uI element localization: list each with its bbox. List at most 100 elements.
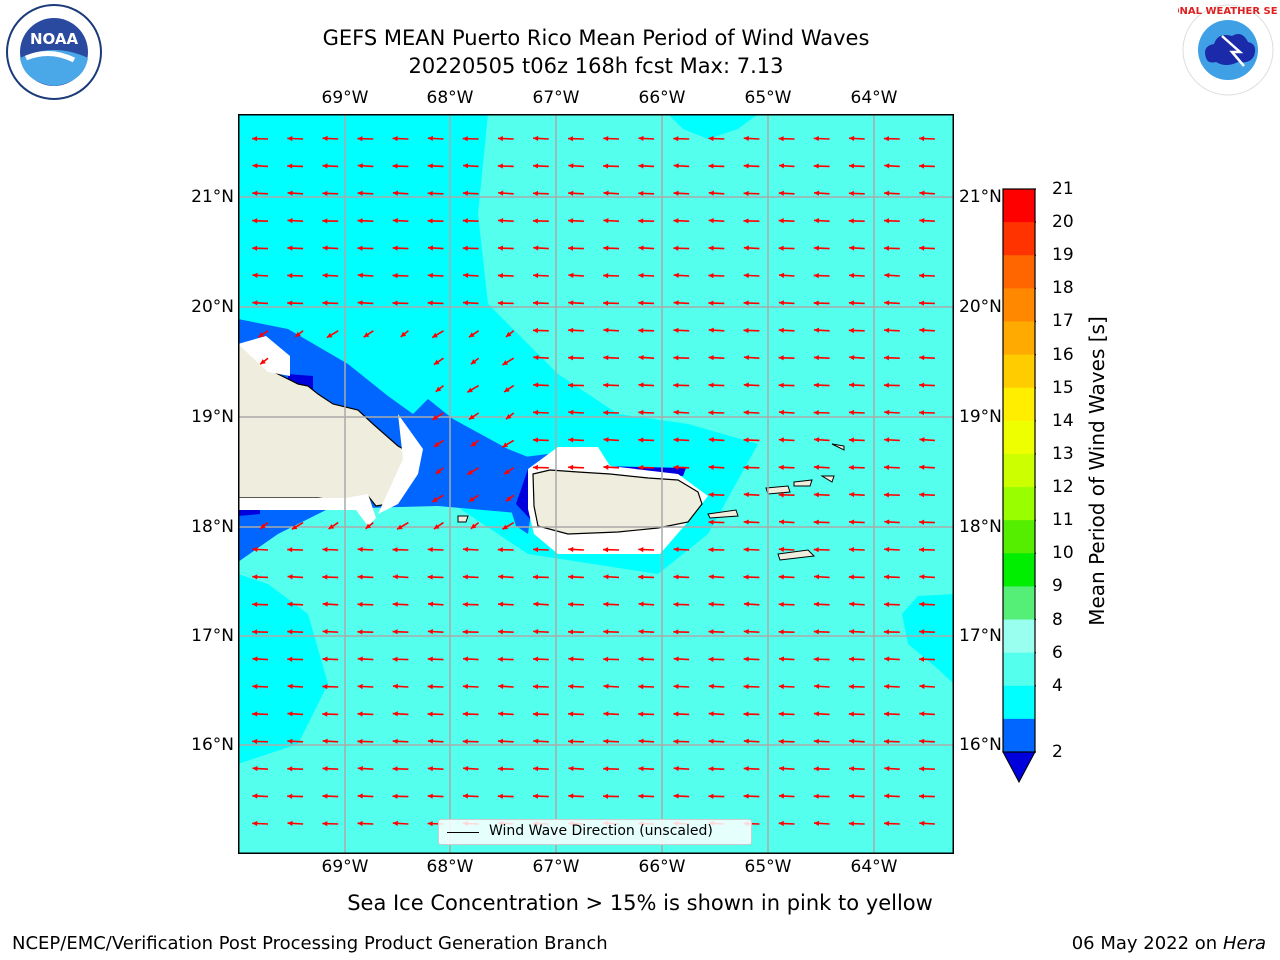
wind-wave-arrow-head: [813, 218, 820, 224]
wind-wave-arrow-head: [603, 464, 609, 470]
wind-wave-arrow-head: [287, 793, 293, 799]
wind-wave-arrow-head: [603, 766, 609, 772]
wind-wave-arrow-head: [778, 793, 784, 799]
wind-wave-arrow-head: [462, 738, 468, 745]
wind-wave-arrow-head: [883, 711, 890, 717]
lon-label-top: 66°W: [638, 88, 686, 108]
wind-wave-arrow-head: [252, 218, 258, 224]
wind-wave-arrow-head: [919, 711, 925, 717]
wind-wave-direction-arrows: [252, 135, 935, 827]
wind-wave-arrow-head: [919, 492, 925, 498]
wind-wave-arrow-head: [708, 437, 714, 443]
wind-wave-arrow-head: [505, 413, 512, 420]
wind-wave-arrow-head: [708, 601, 714, 607]
wind-wave-arrow-head: [427, 793, 433, 799]
wind-wave-arrow-head: [848, 300, 854, 306]
wind-wave-arrow-head: [322, 684, 328, 690]
wind-wave-arrow-head: [252, 738, 258, 745]
colorbar-tick-label: 9: [1052, 576, 1063, 597]
wind-wave-arrow-head: [638, 738, 644, 744]
wind-wave-arrow-head: [884, 574, 890, 580]
wind-wave-arrow-head: [813, 519, 819, 525]
colorbar-tick-label: 21: [1052, 179, 1074, 199]
wind-wave-arrow-head: [357, 163, 363, 169]
wind-wave-arrow-head: [497, 300, 503, 306]
lon-label-bottom: 65°W: [744, 857, 792, 877]
wind-wave-arrow-head: [638, 437, 644, 443]
wind-wave-arrow-head: [252, 272, 258, 278]
wind-wave-arrow-head: [743, 574, 749, 580]
wind-wave-arrow-head: [568, 163, 574, 169]
wind-wave-arrow-head: [638, 300, 644, 306]
wind-wave-arrow-head: [400, 331, 407, 337]
wind-wave-arrow-head: [743, 464, 749, 471]
wind-wave-arrow-head: [532, 464, 538, 471]
wind-wave-arrow-head: [919, 464, 925, 470]
wind-wave-arrow-head: [814, 820, 820, 826]
wind-wave-arrow-head: [462, 711, 468, 717]
wind-wave-arrow-head: [603, 327, 609, 333]
wind-wave-arrow-head: [568, 245, 574, 251]
wind-wave-arrow-head: [322, 738, 328, 744]
wind-wave-arrow-head: [568, 272, 574, 278]
wind-wave-arrow-head: [505, 331, 512, 337]
wind-wave-arrow-head: [532, 190, 539, 197]
wind-wave-arrow-head: [532, 574, 538, 580]
wind-wave-arrow-head: [287, 683, 293, 689]
lat-label-left: 17°N: [191, 626, 234, 646]
wind-wave-arrow-head: [392, 273, 398, 279]
wind-wave-arrow-head: [849, 135, 855, 142]
wind-wave-arrow-head: [533, 382, 539, 388]
wind-wave-arrow-head: [743, 300, 749, 306]
wind-wave-arrow-head: [673, 656, 679, 662]
wind-wave-arrow-head: [638, 793, 644, 799]
wind-wave-arrow-head: [708, 218, 714, 224]
wind-wave-arrow-head: [252, 546, 258, 553]
wind-wave-arrow-head: [848, 519, 855, 525]
wind-wave-arrow-head: [567, 382, 574, 388]
wind-wave-arrow-head: [568, 601, 574, 608]
wind-wave-arrow-head: [848, 711, 854, 717]
colorbar-tick-label: 10: [1052, 543, 1074, 564]
wind-wave-arrow-head: [463, 163, 469, 169]
wind-wave-arrow-head: [462, 190, 469, 196]
wind-wave-arrow-head: [638, 656, 644, 662]
colorbar-band: [1003, 487, 1035, 521]
colorbar-tick-label: 13: [1052, 443, 1074, 464]
wind-wave-arrow-head: [322, 574, 328, 580]
wind-wave-arrow-head: [463, 765, 469, 772]
wind-wave-arrow-head: [287, 574, 293, 580]
wind-wave-arrow-head: [603, 190, 609, 196]
lat-label-left: 21°N: [191, 187, 234, 207]
wind-wave-arrow-head: [357, 820, 363, 827]
wind-wave-arrow-head: [603, 547, 609, 553]
wind-wave-arrow-head: [814, 437, 820, 443]
wind-wave-arrow-head: [326, 332, 333, 338]
wind-wave-arrow-head: [470, 441, 477, 447]
lon-label-top: 67°W: [532, 88, 580, 108]
wind-wave-arrow-head: [849, 354, 855, 361]
wind-wave-arrow-head: [322, 601, 328, 607]
colorbar-frame: [1002, 188, 1036, 753]
wind-wave-arrow-head: [848, 163, 855, 169]
wind-wave-arrow-head: [462, 793, 469, 799]
footer-host: Hera: [1222, 933, 1266, 954]
wind-wave-arrow-head: [673, 218, 679, 224]
wind-wave-arrow-head: [568, 409, 574, 415]
wind-wave-arrow-head: [392, 547, 398, 553]
wind-wave-arrow-head: [778, 409, 785, 415]
wind-wave-arrow-head: [883, 601, 890, 608]
wind-wave-arrow-head: [743, 519, 749, 525]
wind-wave-arrow-head: [884, 437, 890, 443]
wind-wave-arrow-head: [813, 163, 819, 169]
wind-wave-arrow-head: [467, 469, 473, 475]
wind-wave-arrow-head: [918, 300, 925, 306]
wind-wave-arrow-head: [497, 793, 503, 799]
wind-wave-arrow-head: [603, 273, 609, 279]
sea-cyan-patch-east: [902, 594, 954, 684]
wind-wave-arrow-head: [848, 821, 854, 827]
colorbar-band: [1003, 520, 1035, 554]
wind-wave-arrow-head: [287, 711, 293, 717]
wind-wave-arrow-head: [287, 656, 293, 662]
wind-wave-arrow-head: [813, 793, 819, 799]
